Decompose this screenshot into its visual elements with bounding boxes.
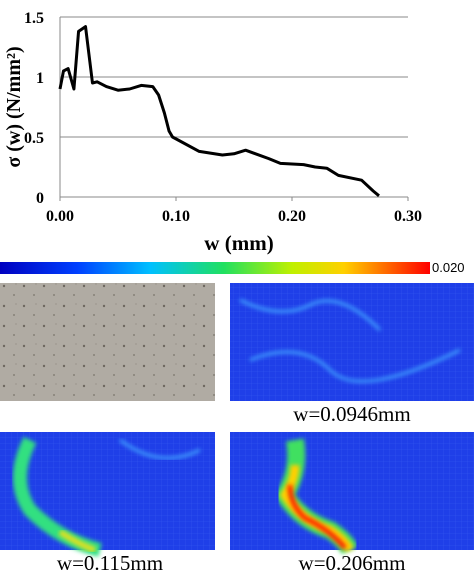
strain-map — [0, 432, 215, 550]
data-line — [60, 27, 379, 196]
panel-caption: w=0.115mm — [57, 551, 163, 575]
photo — [0, 283, 215, 401]
x-tick-label: 0.10 — [162, 208, 190, 225]
y-tick-label: 0 — [36, 190, 44, 207]
strain-map — [230, 283, 474, 401]
panel-caption: w=0.0946mm — [293, 402, 410, 426]
panel-caption: w=0.206mm — [299, 551, 406, 575]
x-axis-label: w (mm) — [204, 231, 273, 255]
y-tick-label: 1.5 — [24, 10, 44, 27]
y-tick-label: 0.5 — [24, 130, 44, 147]
x-tick-label: 0.20 — [278, 208, 306, 225]
y-tick-label: 1 — [36, 70, 44, 87]
colorbar — [0, 262, 430, 274]
x-tick-label: 0.00 — [46, 208, 74, 225]
strain-map — [230, 432, 474, 550]
colorbar-label: 0.020 — [432, 260, 465, 275]
x-tick-label: 0.30 — [394, 208, 422, 225]
y-axis-label: σ (w) (N/mm²) — [3, 46, 25, 167]
figure: 0 0.5 1 1.5 0.00 0.10 0.20 0.30 w (mm) σ (w) (N/m… — [0, 0, 474, 576]
